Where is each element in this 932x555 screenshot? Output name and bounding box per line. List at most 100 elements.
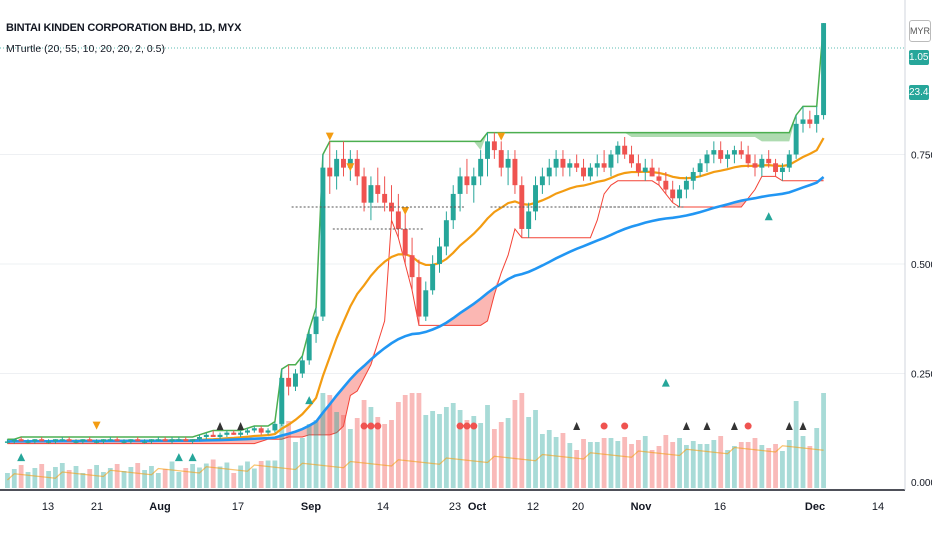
volume-bar <box>416 393 422 488</box>
candle-body <box>107 439 113 441</box>
volume-bar <box>327 395 333 488</box>
candle <box>512 150 518 194</box>
candle-body <box>375 185 381 194</box>
candle-body <box>327 167 333 177</box>
volume-bar <box>341 415 346 488</box>
volume-bar <box>594 442 600 488</box>
candle <box>443 211 449 256</box>
candle-body <box>430 264 436 291</box>
candle <box>725 150 731 168</box>
indicator-value-tag: 23.448 <box>909 85 932 100</box>
candle-body <box>704 154 710 164</box>
time-axis[interactable]: 13 21 Aug 17 Sep 14 23 Oct 12 20 Nov 16 Dec 14 <box>42 501 884 513</box>
candle-body <box>478 158 484 177</box>
candle <box>231 430 237 435</box>
candle-body <box>642 167 648 173</box>
add-unit-marker <box>799 422 807 431</box>
candle-body <box>155 439 161 441</box>
volume-bar <box>670 442 676 488</box>
candle-body <box>677 189 683 199</box>
candle <box>814 106 820 133</box>
volume-bar <box>718 436 724 488</box>
candle-body <box>313 316 319 335</box>
candle <box>608 150 614 177</box>
candle <box>711 141 717 164</box>
stop-dot-marker <box>621 422 629 430</box>
candle-body <box>485 141 490 159</box>
buy-arrow-marker <box>764 212 773 221</box>
indicator-label[interactable]: MTurtle (20, 55, 10, 20, 20, 2, 0.5) <box>6 43 165 55</box>
add-unit-marker <box>216 422 224 431</box>
candle-body <box>299 360 305 374</box>
candle-body <box>121 441 127 443</box>
volume-bar <box>279 393 285 488</box>
candle-body <box>162 439 168 442</box>
candle-body <box>11 439 17 442</box>
candle <box>11 439 17 444</box>
candle-body <box>18 439 24 442</box>
candle-body <box>114 439 120 442</box>
time-tick-label: 14 <box>377 501 389 513</box>
time-tick-label: Sep <box>301 501 321 513</box>
candle <box>471 167 477 203</box>
candle <box>59 437 65 442</box>
volume-bar <box>107 468 113 488</box>
price-tick-label: 0.750 <box>911 151 932 162</box>
candle <box>87 437 93 442</box>
price-axis[interactable]: 0.250 0.500 0.750 0.000 <box>911 151 932 490</box>
candle-body <box>546 167 552 177</box>
volume-bar <box>32 468 38 488</box>
volume-bar <box>498 422 504 488</box>
candle-body <box>100 439 106 442</box>
currency-label[interactable]: MYR <box>909 20 931 42</box>
candle <box>361 167 367 212</box>
add-unit-marker <box>785 422 793 431</box>
candle <box>553 150 559 177</box>
volume-bar <box>39 464 45 488</box>
volume-bar <box>334 412 340 488</box>
candle <box>114 437 120 442</box>
time-tick-label: Oct <box>468 501 487 513</box>
stop-dot-marker <box>367 422 375 430</box>
candle <box>190 439 196 444</box>
candle <box>786 150 792 173</box>
volume-bar <box>821 393 826 488</box>
candle <box>649 158 655 177</box>
candle <box>368 176 374 221</box>
candle <box>203 432 209 440</box>
candle <box>375 167 381 203</box>
candle <box>327 141 333 194</box>
volume-bar <box>697 444 703 488</box>
candle <box>100 439 106 444</box>
upper-channel-line <box>7 23 825 440</box>
add-unit-marker <box>682 422 690 431</box>
candle-body <box>779 167 785 173</box>
candle-body <box>752 163 758 168</box>
signal-markers <box>17 132 807 462</box>
volume-bar <box>320 393 326 488</box>
candle-body <box>258 428 264 433</box>
candle <box>341 141 346 177</box>
candle <box>793 115 799 159</box>
volume-bar <box>649 450 655 488</box>
candle <box>107 437 113 442</box>
candle-body <box>169 439 175 442</box>
candle <box>745 145 751 168</box>
volume-bar <box>491 429 497 488</box>
candle <box>773 158 779 177</box>
candle <box>656 167 662 186</box>
volume-bar <box>25 472 31 488</box>
volume-bar <box>780 451 785 488</box>
candle <box>622 136 628 159</box>
candle-body <box>80 439 86 442</box>
candle-body <box>553 158 559 168</box>
volume-bar <box>121 471 127 488</box>
candle-body <box>66 439 72 442</box>
volume-bar <box>66 470 72 488</box>
candle-body <box>471 176 477 186</box>
candle-body <box>402 228 408 256</box>
candle-body <box>663 180 669 190</box>
candle-body <box>725 154 731 159</box>
